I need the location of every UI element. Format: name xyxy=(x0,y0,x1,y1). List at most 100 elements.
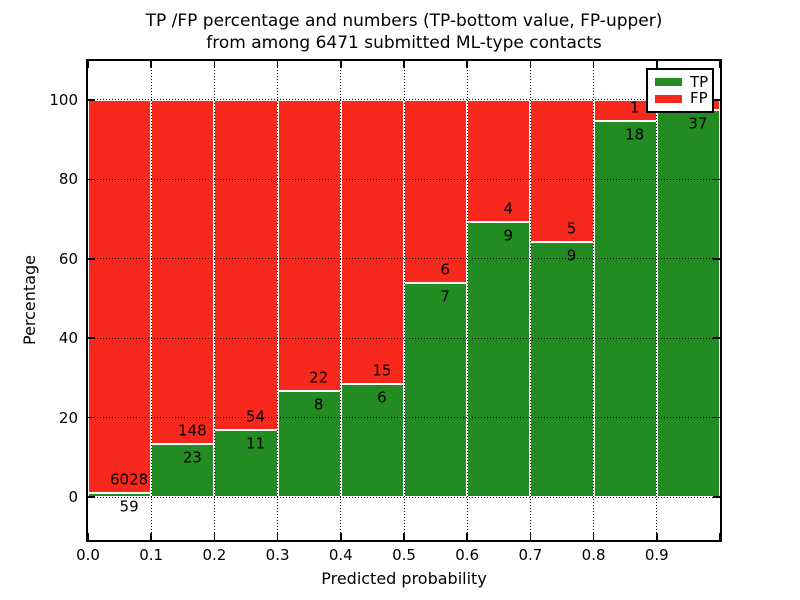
bar-segment-fp xyxy=(530,99,594,242)
legend: TP FP xyxy=(646,68,714,113)
x-tick-label: 0.0 xyxy=(76,546,100,564)
x-tick-mark-top xyxy=(403,61,405,68)
x-tick-label: 0.9 xyxy=(644,546,669,564)
bar-segment-tp xyxy=(340,383,404,498)
v-gridline xyxy=(656,61,658,540)
v-gridline xyxy=(403,61,405,540)
tp-count-annotation: 6 xyxy=(377,388,387,407)
x-tick-mark xyxy=(276,533,279,540)
fp-count-annotation: 6028 xyxy=(110,470,149,489)
fp-count-annotation: 54 xyxy=(245,407,266,426)
x-tick-label: 0.3 xyxy=(265,546,290,564)
y-tick-mark xyxy=(88,99,95,101)
x-tick-label: 0.4 xyxy=(328,546,353,564)
bar-segment-fp xyxy=(467,99,531,223)
fp-count-annotation: 1 xyxy=(629,98,640,117)
x-tick-label: 0.1 xyxy=(139,546,164,564)
tp-count-annotation: 11 xyxy=(245,434,266,453)
v-gridline xyxy=(340,61,342,540)
x-tick-mark-top xyxy=(592,61,595,68)
x-tick-mark-top xyxy=(529,61,532,68)
y-tick-label: 20 xyxy=(58,408,78,427)
y-tick-mark-right xyxy=(713,416,720,419)
tp-count-annotation: 8 xyxy=(313,395,324,414)
chart-title: TP /FP percentage and numbers (TP-bottom… xyxy=(88,10,720,54)
fp-count-annotation: 148 xyxy=(177,421,207,440)
v-gridline xyxy=(593,61,595,540)
fp-count-annotation: 15 xyxy=(372,361,392,380)
bar-segment-tp xyxy=(593,120,657,498)
plot-area: 602859148235411228156674959118137TPFP xyxy=(86,59,722,542)
legend-swatch-fp xyxy=(655,94,682,103)
fp-count-annotation: 6 xyxy=(440,260,450,279)
bar-segment-tp xyxy=(404,283,468,498)
x-tick-mark xyxy=(656,533,658,540)
chart-title-line2: from among 6471 submitted ML-type contac… xyxy=(206,33,602,53)
y-tick-mark xyxy=(88,178,95,181)
x-tick-label: 0.8 xyxy=(581,546,606,564)
bar-segment-tp xyxy=(151,443,215,498)
y-tick-mark-right xyxy=(713,99,720,101)
y-tick-mark xyxy=(88,416,95,419)
tp-count-annotation: 9 xyxy=(503,226,514,245)
x-tick-label: 0.7 xyxy=(518,546,543,564)
bar-segment-tp xyxy=(277,391,341,498)
v-gridline xyxy=(150,61,152,540)
bar-segment-fp xyxy=(88,99,152,494)
v-gridline xyxy=(466,61,468,540)
bar-segment-tp xyxy=(656,110,720,498)
y-tick-label: 80 xyxy=(58,170,78,189)
x-tick-label: 0.5 xyxy=(392,546,416,564)
y-tick-label: 40 xyxy=(58,329,78,348)
x-tick-mark xyxy=(403,533,405,540)
tp-count-annotation: 18 xyxy=(625,125,645,144)
x-tick-mark xyxy=(592,533,595,540)
y-tick-label: 100 xyxy=(49,90,78,109)
x-tick-mark-top xyxy=(466,61,468,68)
x-tick-mark xyxy=(87,533,89,540)
y-tick-mark-right xyxy=(713,178,720,181)
fp-count-annotation: 5 xyxy=(566,219,577,238)
tp-count-annotation: 23 xyxy=(182,448,202,467)
x-axis-label: Predicted probability xyxy=(321,569,487,588)
tp-count-annotation: 59 xyxy=(119,497,139,516)
y-tick-label: 0 xyxy=(68,488,78,507)
x-tick-mark-top xyxy=(719,61,721,68)
x-tick-mark-top xyxy=(656,61,658,68)
x-tick-mark-top xyxy=(150,61,152,68)
x-tick-label: 0.6 xyxy=(455,546,480,564)
bar-segment-fp xyxy=(151,99,215,444)
legend-swatch-tp xyxy=(655,78,682,87)
y-tick-mark xyxy=(88,337,95,339)
v-gridline xyxy=(213,61,215,540)
legend-item-tp: TP xyxy=(655,72,709,91)
x-tick-mark-top xyxy=(213,61,216,68)
x-tick-mark xyxy=(466,533,468,540)
fp-count-annotation: 22 xyxy=(309,368,329,387)
legend-label-fp: FP xyxy=(690,89,708,108)
bar-segment-tp xyxy=(214,429,278,498)
bar-segment-fp xyxy=(277,99,341,392)
fp-count-annotation: 4 xyxy=(503,199,514,218)
x-tick-mark xyxy=(719,533,721,540)
legend-item-fp: FP xyxy=(655,89,708,108)
x-tick-mark xyxy=(150,533,152,540)
chart-title-line1: TP /FP percentage and numbers (TP-bottom… xyxy=(145,11,663,31)
legend-label-tp: TP xyxy=(690,72,709,91)
bar-segment-fp xyxy=(214,99,278,430)
bar-segment-fp xyxy=(340,99,404,384)
y-tick-label: 60 xyxy=(58,249,78,268)
v-gridline xyxy=(277,61,279,540)
y-tick-mark xyxy=(88,258,95,260)
x-tick-mark-top xyxy=(276,61,279,68)
x-tick-label: 0.2 xyxy=(202,546,227,564)
x-tick-mark xyxy=(213,533,216,540)
y-tick-mark-right xyxy=(713,496,720,498)
x-tick-mark xyxy=(529,533,532,540)
bar-segment-tp xyxy=(467,222,531,498)
x-tick-mark xyxy=(340,533,342,540)
y-tick-mark xyxy=(88,496,95,498)
bar-segment-fp xyxy=(404,99,468,284)
bar-segment-tp xyxy=(530,241,594,498)
y-tick-mark-right xyxy=(713,258,720,260)
